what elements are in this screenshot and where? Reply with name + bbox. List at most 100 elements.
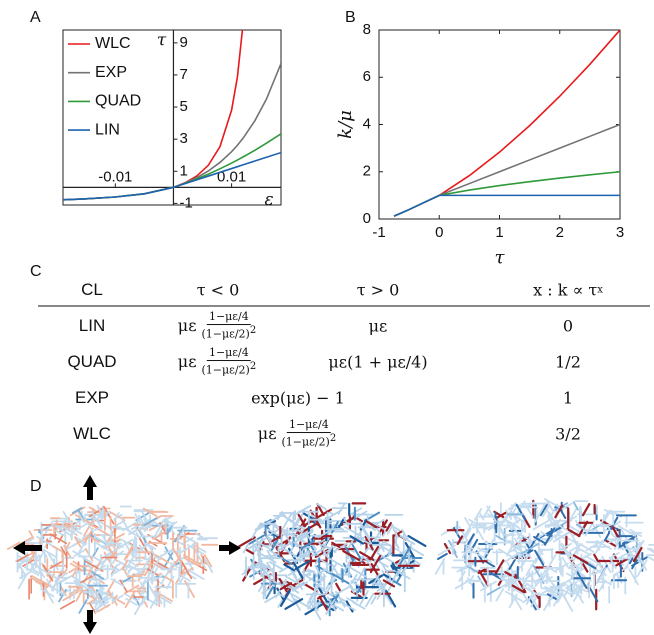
- network-edge: [539, 568, 550, 584]
- network-edge: [72, 520, 79, 531]
- network-edge: [165, 521, 178, 529]
- network-edge: [532, 520, 550, 531]
- network-edge: [631, 557, 640, 570]
- network-edge: [617, 525, 637, 537]
- network-edge: [69, 585, 85, 595]
- network-edge: [325, 573, 336, 590]
- network-edge: [382, 579, 396, 588]
- network-edge: [282, 512, 293, 529]
- network-edge: [569, 561, 583, 570]
- network-edge: [180, 575, 191, 582]
- network-edge: [330, 572, 350, 585]
- network-edge: [558, 542, 573, 552]
- network-edge: [203, 554, 213, 568]
- network-edge: [494, 559, 505, 575]
- network-edge: [150, 574, 164, 583]
- network-edge: [372, 521, 382, 536]
- network-edge: [183, 557, 200, 567]
- network-edge: [248, 537, 267, 549]
- formula-prefix: με: [177, 352, 197, 372]
- network-edge: [153, 553, 170, 564]
- numerator: 1−με/4: [286, 418, 331, 433]
- network-edge: [346, 597, 356, 604]
- network-edge: [308, 591, 315, 601]
- network-edge: [289, 592, 301, 611]
- network-edge: [484, 523, 496, 531]
- x-tick-label: 0.01: [217, 168, 246, 185]
- y-tick-label: -1: [179, 194, 192, 211]
- network-edge: [583, 558, 595, 567]
- cell-text: 0: [562, 316, 574, 336]
- network-edge: [110, 578, 125, 588]
- table-cell: με 1−με/4 (1−με/2)2: [177, 346, 258, 377]
- network-edge: [39, 567, 58, 580]
- table-cell: με(1 + με/4): [328, 353, 427, 372]
- exponent: 2: [329, 432, 337, 444]
- network-edge: [57, 572, 68, 580]
- network-edge: [307, 568, 317, 575]
- network-edge: [341, 557, 353, 575]
- network-edge: [73, 579, 91, 591]
- network-edge: [304, 603, 323, 616]
- network-edge: [476, 547, 490, 555]
- series-line: [63, 151, 281, 201]
- network-edge: [125, 597, 138, 606]
- network-edge: [49, 560, 64, 570]
- network-edge: [553, 590, 564, 607]
- network-edge: [152, 530, 167, 540]
- network-edge: [279, 582, 293, 591]
- network-edge: [96, 603, 111, 613]
- network-edge: [164, 518, 175, 526]
- network-edge: [124, 590, 136, 609]
- network-edge: [370, 562, 380, 578]
- row-label: WLC: [73, 424, 111, 443]
- network-edge: [546, 593, 560, 602]
- network-edge: [461, 522, 473, 541]
- series-line: [393, 194, 620, 217]
- network-edge: [36, 535, 54, 547]
- network-edge: [314, 555, 321, 565]
- network-edge: [546, 525, 564, 537]
- network-edge: [310, 546, 328, 557]
- network-edge: [542, 505, 550, 517]
- network-edge: [91, 571, 105, 580]
- network-edge: [300, 539, 316, 550]
- network-edge: [464, 517, 471, 528]
- network-edge: [279, 593, 294, 603]
- network-edge: [57, 534, 64, 544]
- network-edge: [147, 564, 156, 578]
- network-edge: [137, 589, 145, 601]
- numerator: 1−με/4: [206, 310, 251, 325]
- network-edge: [494, 534, 504, 541]
- network-edge: [360, 525, 373, 545]
- network-edge: [142, 555, 152, 570]
- cell-text: 3/2: [555, 424, 581, 444]
- y-tick-label: 5: [179, 98, 187, 115]
- series-line: [393, 170, 620, 217]
- network-edge: [96, 504, 106, 519]
- network-edge: [323, 509, 343, 522]
- network-edge: [511, 575, 520, 589]
- plot-frame: [62, 29, 282, 206]
- network-edge: [615, 557, 629, 567]
- network-edge: [561, 557, 570, 570]
- network-edge: [154, 579, 164, 585]
- table-cell: 1/2: [555, 353, 581, 372]
- network-edge: [270, 538, 279, 551]
- network-edge: [379, 519, 388, 533]
- network-edge: [331, 521, 339, 534]
- panel-label: C: [30, 263, 42, 280]
- network-edge: [625, 543, 636, 560]
- y-tick-label: 6: [363, 68, 371, 85]
- network-edge: [123, 545, 134, 561]
- network-edge: [124, 555, 135, 572]
- table-cell: με 1−με/4 (1−με/2)2: [178, 310, 258, 341]
- network-edge: [366, 546, 376, 553]
- cell-text: 1/2: [555, 352, 581, 372]
- network-edge: [477, 566, 489, 575]
- network-edge: [315, 502, 327, 510]
- network-edge: [543, 497, 560, 509]
- network-edge: [533, 534, 544, 541]
- network-edge: [576, 567, 586, 583]
